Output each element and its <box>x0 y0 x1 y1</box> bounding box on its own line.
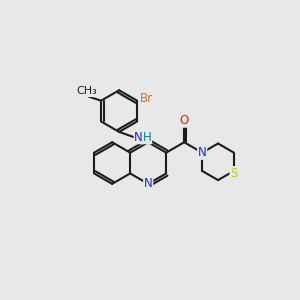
Text: Br: Br <box>140 92 153 105</box>
Text: N: N <box>198 146 207 159</box>
Text: S: S <box>230 167 238 180</box>
Text: N: N <box>144 177 153 190</box>
Text: N: N <box>134 130 143 144</box>
Text: CH₃: CH₃ <box>77 86 98 96</box>
Text: H: H <box>143 130 152 144</box>
Text: O: O <box>180 114 189 127</box>
